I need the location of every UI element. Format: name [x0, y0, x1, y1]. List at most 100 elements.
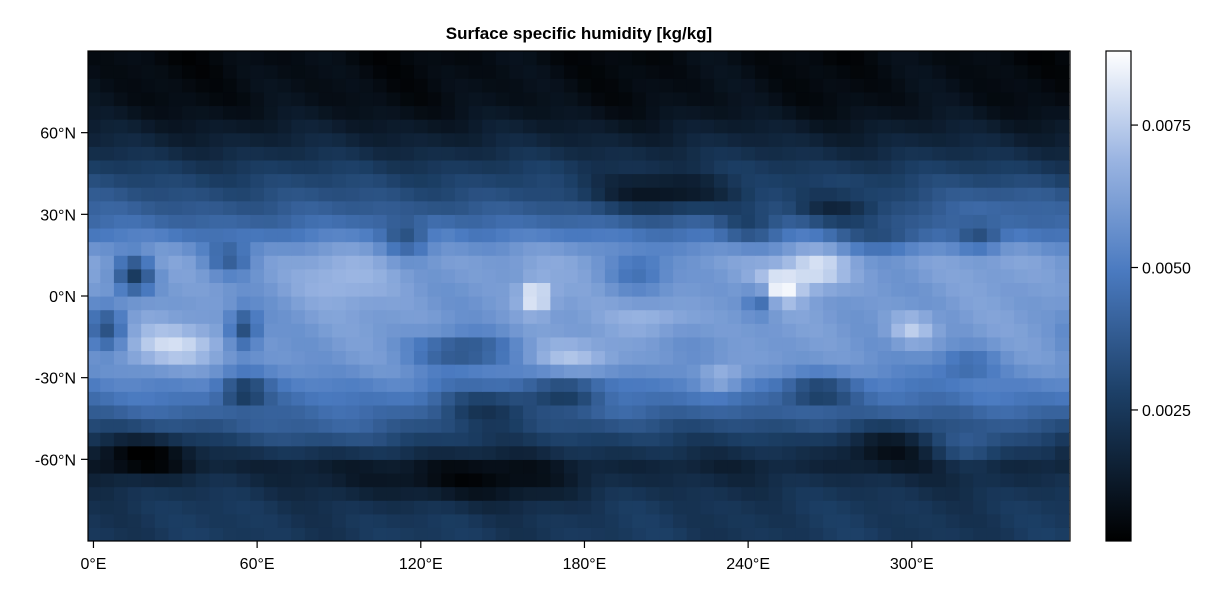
heatmap-cell	[304, 241, 320, 256]
heatmap-cell	[686, 51, 701, 66]
heatmap-cell	[454, 119, 470, 134]
heatmap-cell	[714, 323, 729, 338]
heatmap-cell	[659, 404, 674, 420]
heatmap-cell	[359, 445, 374, 460]
heatmap-cell	[659, 119, 674, 134]
heatmap-cell	[973, 350, 988, 365]
heatmap-cell	[659, 64, 674, 79]
heatmap-cell	[591, 132, 606, 147]
heatmap-cell	[400, 309, 415, 324]
heatmap-cell	[318, 255, 333, 270]
heatmap-cell	[782, 282, 797, 297]
heatmap-cell	[932, 377, 947, 392]
heatmap-cell	[88, 364, 101, 379]
heatmap-cell	[686, 391, 701, 406]
heatmap-cell	[345, 459, 361, 474]
heatmap-cell	[850, 78, 865, 93]
heatmap-cell	[291, 500, 306, 515]
heatmap-cell	[195, 159, 210, 175]
heatmap-cell	[700, 282, 715, 297]
heatmap-cell	[236, 323, 251, 338]
heatmap-cell	[850, 350, 865, 365]
heatmap-cell	[345, 404, 361, 420]
heatmap-cell	[100, 391, 115, 406]
heatmap-cell	[877, 119, 892, 134]
heatmap-cell	[864, 336, 879, 352]
heatmap-cell	[495, 132, 511, 147]
heatmap-cell	[1000, 364, 1015, 379]
heatmap-cell	[509, 78, 524, 93]
heatmap-cell	[659, 364, 674, 379]
heatmap-cell	[727, 282, 742, 297]
heatmap-cell	[714, 527, 729, 541]
heatmap-cell	[686, 323, 701, 338]
heatmap-cell	[973, 391, 988, 406]
heatmap-cell	[686, 105, 701, 120]
heatmap-cell	[100, 132, 115, 147]
heatmap-cell	[373, 227, 388, 243]
heatmap-cell	[482, 268, 497, 283]
heatmap-cell	[277, 105, 292, 120]
heatmap-cell	[768, 64, 783, 79]
heatmap-cell	[168, 255, 183, 270]
heatmap-cell	[604, 241, 620, 256]
heatmap-cell	[564, 432, 579, 447]
heatmap-cell	[768, 527, 783, 541]
heatmap-cell	[168, 500, 183, 515]
heatmap-cell	[768, 336, 783, 352]
heatmap-cell	[536, 527, 551, 541]
heatmap-cell	[550, 214, 565, 229]
heatmap-cell	[768, 500, 783, 515]
heatmap-cell	[1055, 51, 1070, 66]
heatmap-cell	[468, 377, 483, 392]
heatmap-cell	[604, 336, 620, 352]
heatmap-cell	[277, 472, 292, 488]
heatmap-cell	[550, 119, 565, 134]
heatmap-cell	[932, 432, 947, 447]
heatmap-cell	[154, 323, 170, 338]
heatmap-cell	[332, 459, 347, 474]
heatmap-cell	[100, 268, 115, 283]
heatmap-cell	[291, 513, 306, 528]
heatmap-cell	[495, 472, 511, 488]
heatmap-cell	[318, 459, 333, 474]
heatmap-cell	[1041, 78, 1056, 93]
heatmap-cell	[250, 296, 265, 311]
heatmap-cell	[782, 377, 797, 392]
heatmap-cell	[959, 404, 974, 420]
heatmap-cell	[700, 241, 715, 256]
heatmap-cell	[1055, 527, 1070, 541]
heatmap-cell	[591, 119, 606, 134]
heatmap-cell	[318, 200, 333, 215]
heatmap-cell	[591, 268, 606, 283]
heatmap-cell	[1027, 187, 1042, 202]
heatmap-cell	[495, 445, 511, 460]
heatmap-cell	[632, 391, 647, 406]
heatmap-cell	[263, 200, 279, 215]
heatmap-cell	[727, 255, 742, 270]
heatmap-cell	[427, 296, 442, 311]
heatmap-cell	[441, 472, 456, 488]
heatmap-cell	[795, 418, 811, 433]
heatmap-cell	[741, 472, 756, 488]
heatmap-cell	[700, 78, 715, 93]
heatmap-cell	[741, 51, 756, 66]
heatmap-cell	[386, 64, 401, 79]
heatmap-cell	[182, 255, 197, 270]
heatmap-cell	[400, 282, 415, 297]
heatmap-cell	[1055, 432, 1070, 447]
heatmap-cell	[454, 459, 470, 474]
heatmap-cell	[468, 445, 483, 460]
heatmap-cell	[168, 214, 183, 229]
heatmap-cell	[864, 527, 879, 541]
heatmap-cell	[291, 64, 306, 79]
heatmap-cell	[332, 418, 347, 433]
heatmap-cell	[427, 227, 442, 243]
heatmap-cell	[768, 78, 783, 93]
heatmap-cell	[973, 64, 988, 79]
heatmap-cell	[1000, 527, 1015, 541]
heatmap-cell	[1041, 296, 1056, 311]
heatmap-cell	[100, 364, 115, 379]
heatmap-cell	[168, 64, 183, 79]
heatmap-cell	[100, 336, 115, 352]
